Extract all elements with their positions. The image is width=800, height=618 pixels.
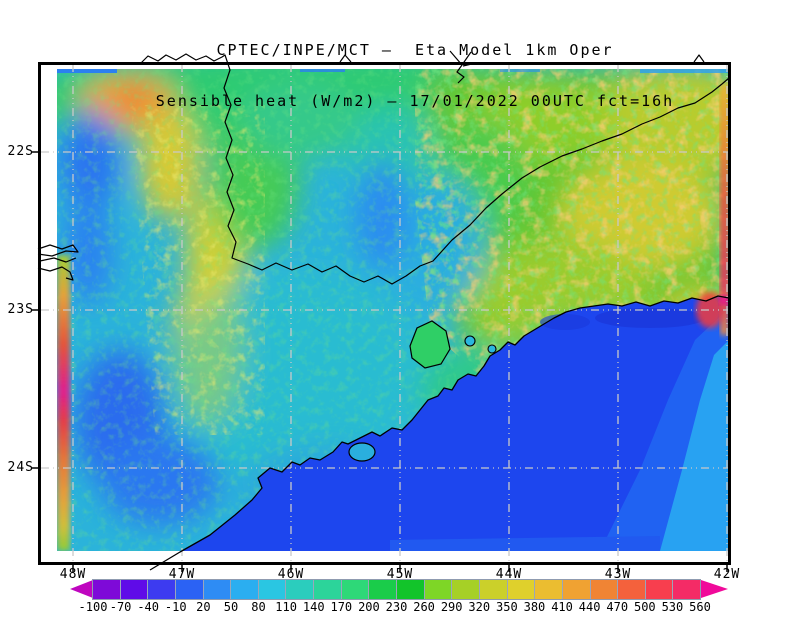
colorbar-tick-170: 170 <box>330 600 353 614</box>
colorbar-tick-530: 530 <box>661 600 684 614</box>
colorbar-cell-20 <box>644 580 673 599</box>
lon-label-46W: 46W <box>277 567 305 582</box>
colorbar-tick-470: 470 <box>606 600 629 614</box>
colorbar-cell-7 <box>285 580 314 599</box>
colorbar-cell-2 <box>147 580 175 599</box>
map-field <box>57 69 729 551</box>
colorbar-cell-12 <box>423 580 452 599</box>
lat-label-24S: 24S <box>7 460 34 475</box>
colorbar-cell-5 <box>230 580 258 599</box>
colorbar-cell-21 <box>672 580 701 599</box>
lon-label-44W: 44W <box>495 567 523 582</box>
colorbar-cell-14 <box>478 580 507 599</box>
lat-label-22S: 22S <box>7 144 34 159</box>
colorbar-cell-4 <box>202 580 231 599</box>
colorbar-left-arrow <box>70 580 93 598</box>
colorbar-tick--10: -10 <box>164 600 187 614</box>
colorbar-tick-320: 320 <box>468 600 491 614</box>
colorbar-right-arrow <box>701 580 728 598</box>
colorbar-tick--40: -40 <box>137 600 160 614</box>
colorbar-cell-10 <box>368 580 397 599</box>
colorbar-tick-560: 560 <box>689 600 711 614</box>
colorbar-cell-19 <box>617 580 645 599</box>
colorbar-tick-290: 290 <box>440 600 463 614</box>
colorbar-cell-11 <box>396 580 424 599</box>
colorbar-cell-15 <box>506 580 535 599</box>
colorbar-cell-9 <box>340 580 369 599</box>
title-line-2: Sensible heat (W/m2) — 17/01/2022 00UTC … <box>155 92 675 110</box>
title-line-1: CPTEC/INPE/MCT — Eta Model 1km Oper <box>216 41 614 59</box>
colorbar-tick-110: 110 <box>275 600 297 614</box>
colorbar-tick-350: 350 <box>496 600 518 614</box>
colorbar-cell-18 <box>589 580 618 599</box>
colorbar-tick-200: 200 <box>358 600 380 614</box>
colorbar-tick-440: 440 <box>578 600 601 614</box>
coastline-contour <box>149 295 730 571</box>
colorbar-tick--70: -70 <box>109 600 132 614</box>
colorbar-cell-16 <box>534 580 562 599</box>
lon-label-43W: 43W <box>604 567 632 582</box>
colorbar-cell-6 <box>257 580 286 599</box>
colorbar-tick-20: 20 <box>196 600 211 614</box>
colorbar-tick-500: 500 <box>633 600 656 614</box>
colorbar-tick-230: 230 <box>385 600 408 614</box>
colorbar-cell-17 <box>561 580 590 599</box>
colorbar-tick-140: 140 <box>302 600 325 614</box>
figure-title: CPTEC/INPE/MCT — Eta Model 1km Oper Sens… <box>0 8 800 127</box>
lon-label-48W: 48W <box>59 567 87 582</box>
state-border-contours <box>37 50 730 285</box>
colorbar-cell-8 <box>313 580 341 599</box>
colorbar <box>92 579 701 600</box>
colorbar-cell-1 <box>119 580 148 599</box>
lon-label-45W: 45W <box>386 567 414 582</box>
map-frame <box>38 62 731 565</box>
colorbar-tick-80: 80 <box>251 600 266 614</box>
colorbar-tick-50: 50 <box>223 600 239 614</box>
colorbar-cell-3 <box>174 580 203 599</box>
lon-label-47W: 47W <box>168 567 196 582</box>
lat-label-23S: 23S <box>7 302 34 317</box>
colorbar-tick-260: 260 <box>413 600 435 614</box>
colorbar-tick-410: 410 <box>551 600 573 614</box>
colorbar-cells <box>93 580 701 599</box>
colorbar-cell-13 <box>451 580 479 599</box>
colorbar-tick--100: -100 <box>78 600 108 614</box>
axis-ticks <box>31 151 728 572</box>
grid-lines <box>41 64 729 563</box>
colorbar-tick-380: 380 <box>523 600 546 614</box>
lon-label-42W: 42W <box>713 567 741 582</box>
colorbar-cell-0 <box>93 580 120 599</box>
